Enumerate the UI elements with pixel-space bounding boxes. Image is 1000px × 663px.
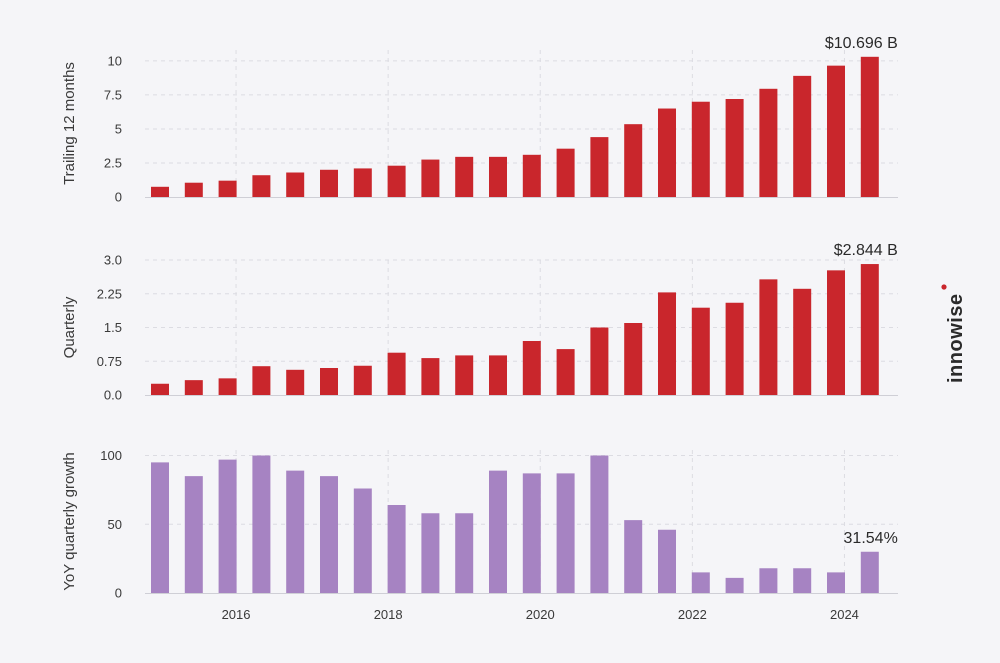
bar	[387, 352, 406, 395]
bar	[286, 369, 305, 395]
bar	[218, 378, 237, 395]
bars	[151, 56, 879, 593]
bar	[725, 302, 744, 395]
bar	[286, 470, 305, 593]
xtick-label: 2022	[678, 607, 707, 622]
bar	[421, 358, 440, 395]
bar	[827, 572, 845, 593]
ytick-label: 0	[115, 190, 122, 205]
bar	[353, 365, 372, 395]
labels: 0 2.5 5 7.5 10 Trailing 12 months $10.696 B 0.0…	[61, 35, 898, 622]
bar	[421, 159, 440, 197]
bar	[421, 513, 440, 593]
ytick-label: 0.0	[104, 388, 122, 403]
bar	[793, 75, 812, 197]
bar	[387, 505, 406, 593]
bar	[184, 380, 203, 395]
bar	[184, 476, 203, 593]
bar	[151, 383, 169, 395]
bar	[691, 307, 710, 395]
bar	[252, 366, 271, 395]
bar	[556, 148, 575, 197]
bar	[759, 88, 778, 197]
ytick-label: 2.5	[104, 155, 122, 170]
bar	[827, 65, 845, 198]
ytick-label: 100	[100, 448, 122, 463]
bar	[320, 169, 338, 197]
bar	[624, 323, 643, 395]
ytick-label: 3.0	[104, 253, 122, 268]
bar	[522, 473, 541, 593]
bar	[860, 264, 879, 395]
bar	[252, 455, 271, 593]
bar	[658, 529, 676, 593]
bar	[590, 137, 609, 197]
bar	[860, 56, 879, 197]
bar	[455, 156, 474, 197]
bar	[184, 182, 203, 197]
ytick-label: 0.75	[97, 354, 122, 369]
bar	[320, 476, 338, 593]
bar	[759, 279, 778, 395]
bar	[286, 172, 305, 197]
y-axis-label: Quarterly	[61, 296, 78, 358]
ytick-label: 7.5	[104, 87, 122, 102]
ytick-label: 50	[108, 517, 122, 532]
bar	[489, 355, 507, 395]
bar	[353, 488, 372, 593]
bar	[556, 473, 575, 593]
xtick-label: 2024	[830, 607, 859, 622]
bar	[624, 520, 643, 593]
bar	[218, 180, 237, 197]
brand-logo: innowise	[941, 284, 967, 383]
bar	[489, 470, 507, 593]
bar	[218, 459, 237, 593]
ytick-label: 1.5	[104, 320, 122, 335]
bar	[860, 551, 879, 593]
xtick-label: 2020	[526, 607, 555, 622]
bar	[590, 327, 609, 395]
bar	[387, 165, 406, 197]
bar	[691, 572, 710, 593]
bar	[725, 99, 744, 197]
bar	[793, 568, 812, 593]
ytick-label: 5	[115, 121, 122, 136]
bar	[658, 292, 676, 395]
bar	[320, 368, 338, 395]
bar	[658, 108, 676, 197]
bar	[793, 288, 812, 395]
bar	[455, 355, 474, 395]
bar	[590, 455, 609, 593]
bar	[455, 513, 474, 593]
bar	[353, 168, 372, 197]
xtick-label: 2018	[374, 607, 403, 622]
bar	[624, 124, 643, 197]
bar	[556, 349, 575, 395]
bar	[489, 156, 507, 197]
brand-name: innowise	[945, 293, 967, 383]
ytick-label: 10	[108, 53, 122, 68]
brand-dot-icon	[941, 284, 947, 290]
ytick-label: 2.25	[97, 286, 122, 301]
y-axis-label: YoY quarterly growth	[61, 452, 78, 590]
bar	[759, 568, 778, 593]
xtick-label: 2016	[222, 607, 251, 622]
bar	[151, 462, 169, 593]
bar	[522, 341, 541, 395]
bar	[691, 101, 710, 197]
bar	[252, 175, 271, 197]
y-axis-label: Trailing 12 months	[61, 62, 78, 185]
value-annotation: $2.844 B	[834, 242, 898, 259]
bar	[151, 186, 169, 197]
bar	[522, 154, 541, 197]
bar	[827, 270, 845, 395]
value-annotation: 31.54%	[844, 530, 898, 547]
ytick-label: 0	[115, 586, 122, 601]
axes	[145, 197, 898, 594]
bar	[725, 577, 744, 593]
value-annotation: $10.696 B	[825, 35, 898, 52]
